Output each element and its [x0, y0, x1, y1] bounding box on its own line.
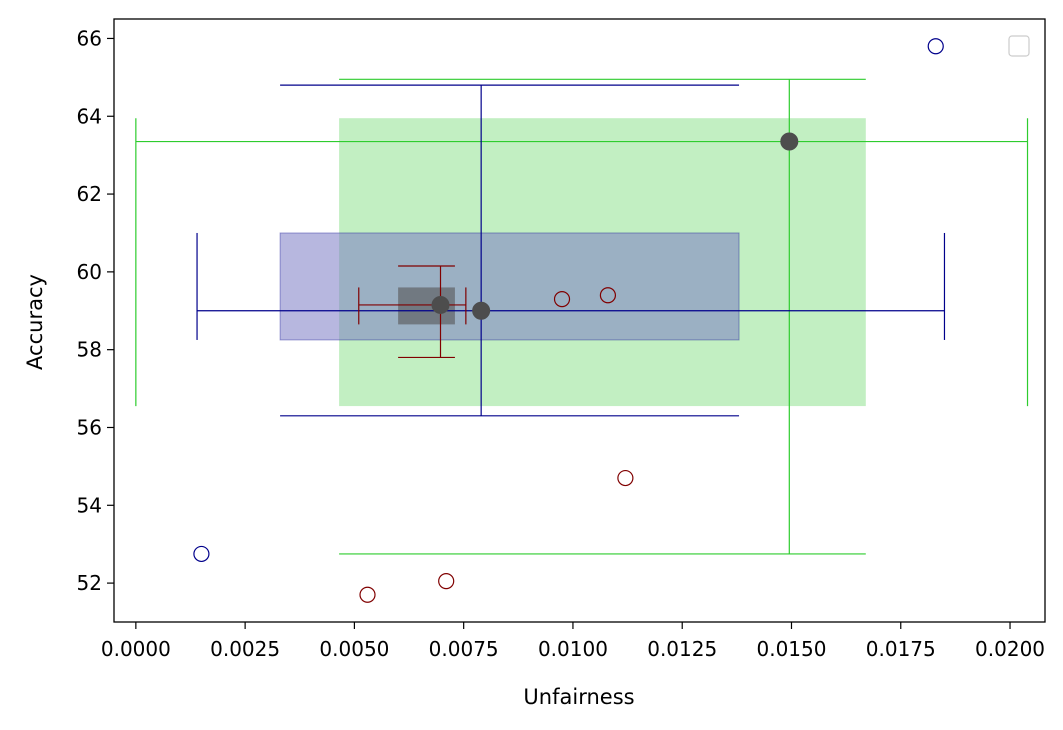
y-tick-label-6: 64: [77, 104, 102, 128]
y-tick-label-4: 60: [77, 260, 102, 284]
y-tick-label-7: 66: [77, 26, 102, 50]
axes-frame: [113, 18, 1046, 623]
x-tick-label-8: 0.0200: [975, 637, 1045, 661]
y-axis-label: Accuracy: [23, 274, 47, 370]
y-tick-label-1: 54: [77, 493, 102, 517]
y-tick-label-2: 56: [77, 415, 102, 439]
plot-area: [135, 38, 1029, 603]
darkred-center-marker: [431, 295, 450, 314]
x-axis-label: Unfairness: [523, 685, 634, 709]
green-center-marker: [780, 132, 799, 151]
x-tick-label-5: 0.0125: [647, 637, 717, 661]
y-tick-label-3: 58: [77, 338, 102, 362]
y-tick-label-5: 62: [77, 182, 102, 206]
axes: 0.0000 0.0025 0.0050 0.0075 0.0100 0.0125 0.01…: [77, 18, 1046, 661]
darkred-point-1: [438, 573, 455, 590]
navy-center-marker: [472, 301, 491, 320]
x-tick-label-2: 0.0050: [319, 637, 389, 661]
navy-range-box: [279, 232, 740, 341]
x-tick-label-7: 0.0175: [866, 637, 936, 661]
darkred-point-4: [617, 469, 634, 487]
navy-point-0: [193, 545, 210, 563]
darkred-point-0: [359, 586, 376, 603]
legend-box: [1008, 35, 1030, 57]
darkred-point-3: [599, 287, 617, 304]
x-tick-label-6: 0.0150: [756, 637, 826, 661]
navy-point-1: [927, 38, 944, 55]
x-tick-label-3: 0.0075: [429, 637, 499, 661]
darkred-point-2: [553, 291, 571, 308]
y-tick-label-0: 52: [77, 571, 102, 595]
x-tick-label-0: 0.0000: [101, 637, 171, 661]
x-tick-label-1: 0.0025: [210, 637, 280, 661]
x-tick-label-4: 0.0100: [538, 637, 608, 661]
